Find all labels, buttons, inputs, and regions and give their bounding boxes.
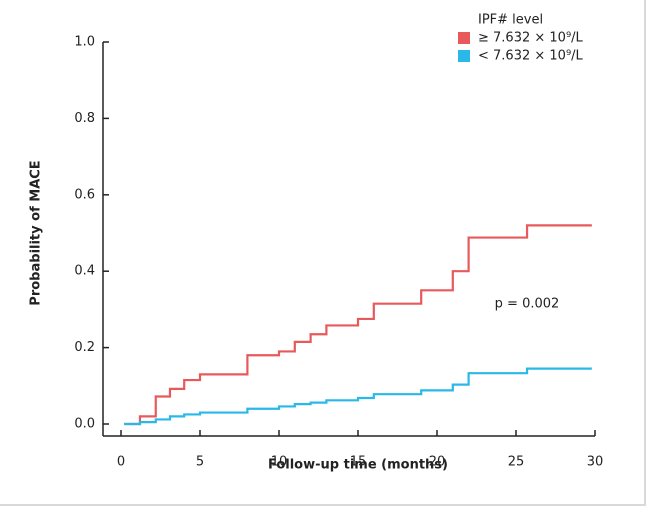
y-tick-label: 0.8 bbox=[74, 111, 95, 126]
x-tick-label: 15 bbox=[350, 455, 367, 470]
legend-swatch bbox=[458, 32, 470, 44]
x-tick-label: 5 bbox=[196, 455, 204, 470]
y-axis-label: Probability of MACE bbox=[29, 160, 44, 305]
y-tick-label: 0.2 bbox=[74, 340, 95, 355]
y-tick-label: 0.0 bbox=[74, 417, 95, 432]
step-line bbox=[124, 224, 592, 426]
x-tick-label: 0 bbox=[117, 455, 125, 470]
y-tick-label: 0.6 bbox=[74, 187, 95, 202]
x-tick-label: 10 bbox=[271, 455, 288, 470]
annotation: p = 0.002 bbox=[495, 297, 560, 312]
x-tick-label: 30 bbox=[587, 455, 604, 470]
x-axis-label: Follow-up time (months) bbox=[268, 458, 448, 473]
step-line bbox=[124, 367, 592, 426]
y-tick-label: 0.4 bbox=[74, 264, 95, 279]
legend-label: < 7.632 × 10⁹/L bbox=[478, 49, 584, 64]
legend-title: IPF# level bbox=[478, 13, 543, 28]
x-tick-label: 25 bbox=[508, 455, 525, 470]
y-tick-label: 1.0 bbox=[74, 35, 95, 50]
legend-swatch bbox=[458, 50, 470, 62]
legend-label: ≥ 7.632 × 10⁹/L bbox=[478, 31, 584, 46]
x-tick-label: 20 bbox=[429, 455, 446, 470]
